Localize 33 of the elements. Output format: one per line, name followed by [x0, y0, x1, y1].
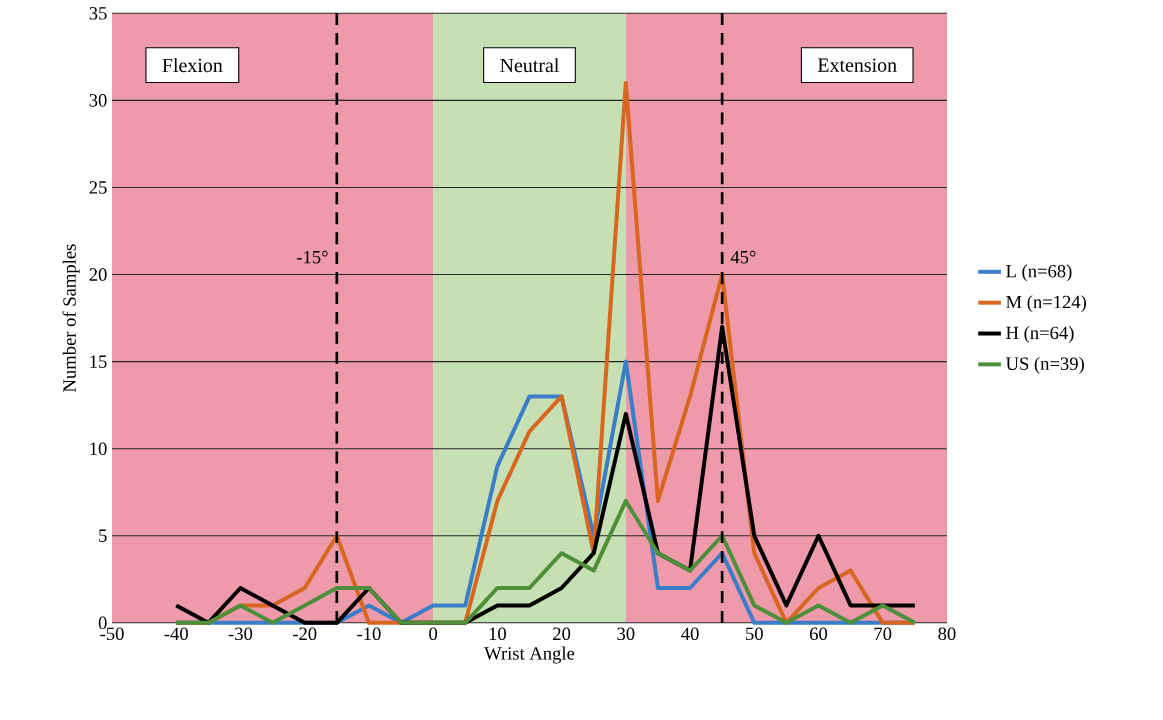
x-tick-label: 30	[617, 627, 635, 640]
legend-label: M (n=124)	[1006, 295, 1086, 312]
x-tick-label: -40	[164, 627, 188, 640]
band-label: Extension	[817, 58, 897, 72]
x-tick-label: 10	[489, 627, 506, 640]
y-tick-label: 5	[99, 529, 107, 542]
y-tick-label: 0	[98, 616, 107, 630]
y-tick-label: 35	[89, 6, 107, 20]
x-tick-label: 20	[553, 627, 571, 640]
y-tick-label: 10	[90, 442, 107, 455]
x-tick-label: 50	[746, 627, 763, 640]
y-tick-label: 15	[90, 355, 107, 368]
ref-line-label: -15°	[297, 250, 328, 264]
band-label: Flexion	[162, 58, 223, 73]
legend-label: H (n=64)	[1006, 325, 1074, 343]
x-tick-label: -50	[100, 627, 124, 640]
x-tick-label: -30	[228, 627, 253, 640]
x-tick-label: 0	[429, 627, 438, 640]
legend-label: L (n=68)	[1006, 264, 1072, 282]
x-tick-label: -10	[357, 627, 381, 640]
y-axis-title: Number of Samples	[62, 244, 80, 392]
x-tick-label: 60	[809, 627, 828, 640]
y-tick-label: 30	[89, 94, 107, 107]
x-tick-label: -20	[292, 627, 317, 640]
legend-label: US (n=39)	[1005, 356, 1084, 374]
x-tick-label: 40	[681, 627, 699, 640]
y-tick-label: 20	[89, 268, 107, 281]
x-tick-label: 80	[938, 627, 956, 640]
y-tick-label: 25	[89, 181, 107, 194]
x-axis-title: Wrist Angle	[484, 646, 575, 664]
x-tick-label: 70	[874, 627, 892, 640]
band-label: Neutral	[500, 58, 559, 73]
ref-line-label: 45°	[730, 250, 756, 264]
